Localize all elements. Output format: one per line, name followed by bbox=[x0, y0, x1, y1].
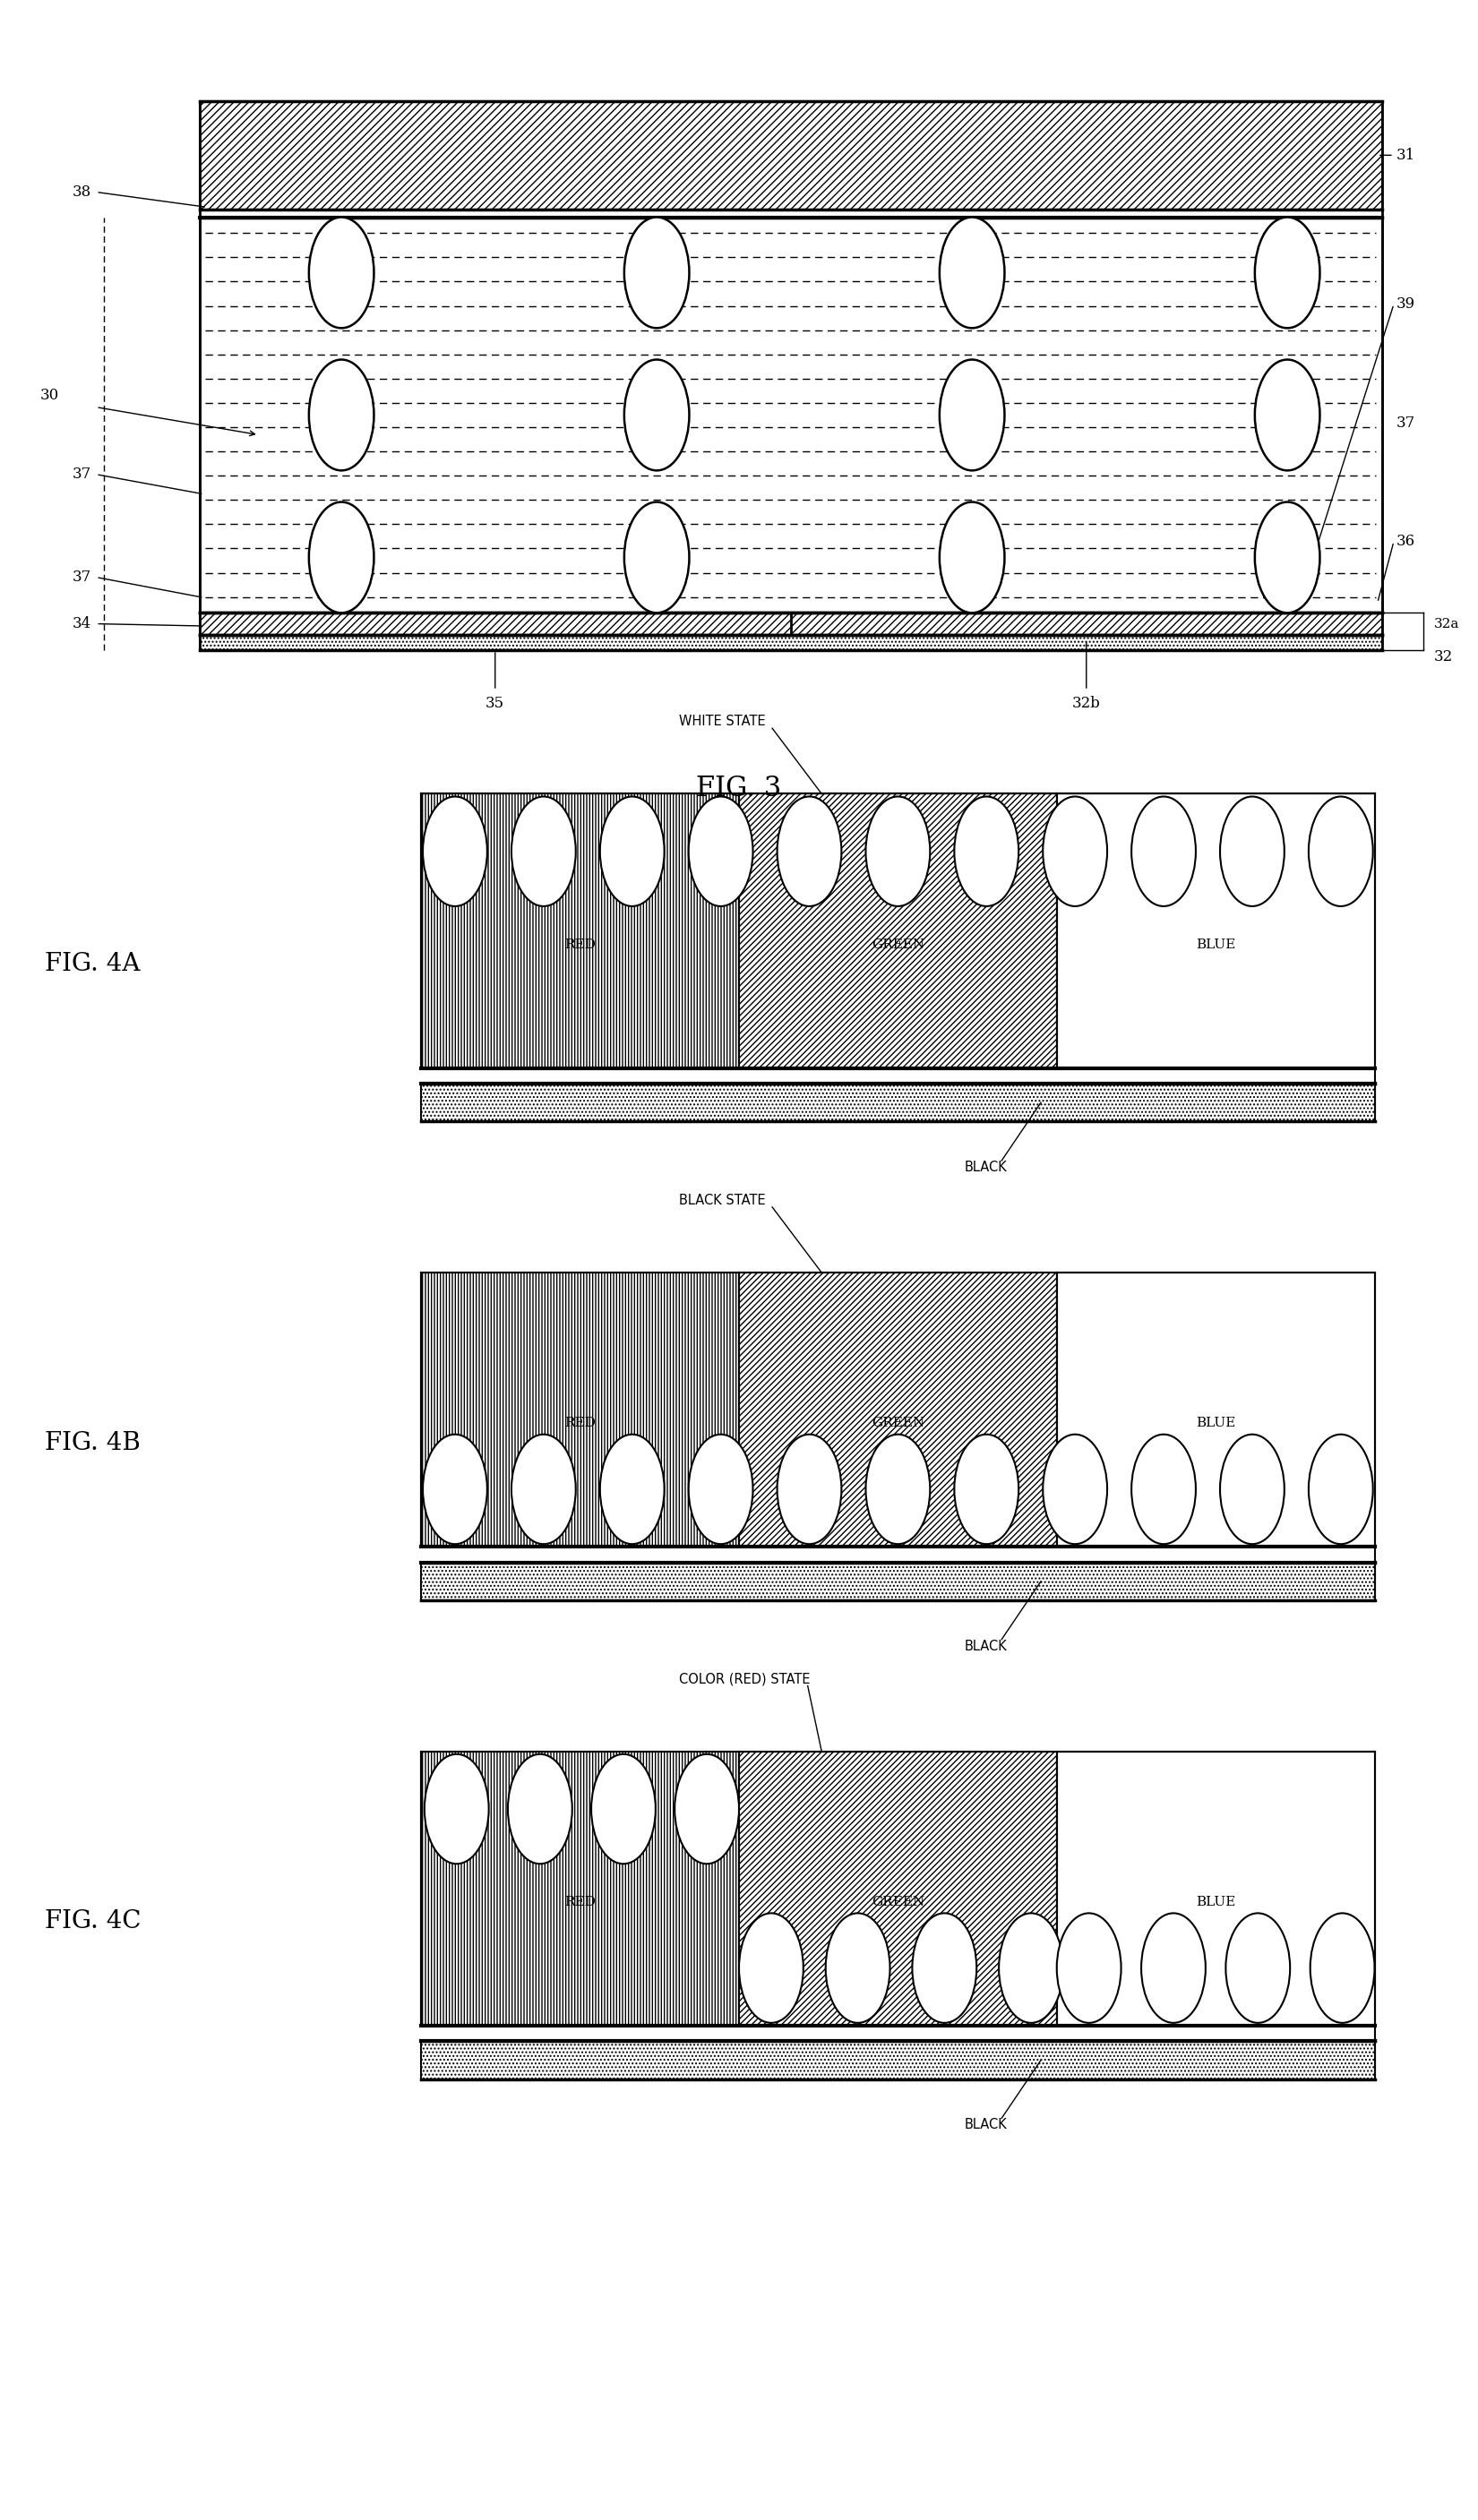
Text: 31: 31 bbox=[1397, 149, 1416, 164]
Circle shape bbox=[600, 1434, 664, 1545]
Circle shape bbox=[826, 1913, 890, 2024]
Circle shape bbox=[940, 501, 1005, 612]
Circle shape bbox=[940, 217, 1005, 328]
Bar bbox=[421, 1273, 739, 1547]
Circle shape bbox=[624, 501, 689, 612]
Text: 32b: 32b bbox=[1072, 696, 1101, 711]
Text: FIG. 4B: FIG. 4B bbox=[44, 1431, 140, 1454]
Text: RED: RED bbox=[565, 1416, 596, 1429]
Circle shape bbox=[1132, 796, 1196, 907]
Text: BLUE: BLUE bbox=[1196, 937, 1236, 950]
Text: BLACK STATE: BLACK STATE bbox=[678, 1194, 766, 1207]
Bar bbox=[421, 1084, 1375, 1121]
Bar bbox=[421, 2041, 1375, 2079]
Text: FIG. 3: FIG. 3 bbox=[696, 774, 782, 804]
Bar bbox=[421, 1751, 739, 2026]
Circle shape bbox=[309, 217, 374, 328]
Circle shape bbox=[955, 796, 1018, 907]
Circle shape bbox=[777, 1434, 841, 1545]
Circle shape bbox=[309, 501, 374, 612]
Circle shape bbox=[1141, 1913, 1206, 2024]
Text: WHITE STATE: WHITE STATE bbox=[678, 716, 766, 728]
Bar bbox=[739, 794, 1057, 1068]
Text: RED: RED bbox=[565, 1895, 596, 1908]
Bar bbox=[1057, 1273, 1375, 1547]
Circle shape bbox=[1308, 796, 1373, 907]
Circle shape bbox=[955, 1434, 1018, 1545]
Circle shape bbox=[999, 1913, 1063, 2024]
Text: 37: 37 bbox=[1397, 416, 1416, 431]
Circle shape bbox=[689, 796, 752, 907]
Circle shape bbox=[912, 1913, 977, 2024]
Bar bbox=[739, 1751, 1057, 2026]
Circle shape bbox=[1255, 360, 1320, 471]
Circle shape bbox=[423, 796, 488, 907]
Text: BLUE: BLUE bbox=[1196, 1895, 1236, 1908]
Circle shape bbox=[591, 1754, 656, 1865]
Text: GREEN: GREEN bbox=[872, 1895, 924, 1908]
Circle shape bbox=[600, 796, 664, 907]
Circle shape bbox=[1057, 1913, 1122, 2024]
Text: FIG. 4C: FIG. 4C bbox=[44, 1910, 140, 1933]
Text: COLOR (RED) STATE: COLOR (RED) STATE bbox=[678, 1673, 810, 1686]
Circle shape bbox=[1310, 1913, 1375, 2024]
Bar bbox=[200, 612, 1382, 635]
Circle shape bbox=[1132, 1434, 1196, 1545]
Bar bbox=[421, 794, 739, 1068]
Circle shape bbox=[1043, 796, 1107, 907]
Circle shape bbox=[866, 796, 930, 907]
Bar bbox=[739, 1273, 1057, 1547]
Circle shape bbox=[508, 1754, 572, 1865]
Circle shape bbox=[1219, 1434, 1284, 1545]
Circle shape bbox=[1043, 1434, 1107, 1545]
Bar bbox=[200, 101, 1382, 209]
Circle shape bbox=[624, 217, 689, 328]
Circle shape bbox=[1255, 217, 1320, 328]
Circle shape bbox=[1225, 1913, 1290, 2024]
Text: 37: 37 bbox=[72, 570, 92, 585]
Circle shape bbox=[674, 1754, 739, 1865]
Circle shape bbox=[624, 360, 689, 471]
Text: GREEN: GREEN bbox=[872, 937, 924, 950]
Text: FIG. 4A: FIG. 4A bbox=[44, 953, 140, 975]
Circle shape bbox=[511, 1434, 576, 1545]
Circle shape bbox=[1255, 501, 1320, 612]
Text: RED: RED bbox=[565, 937, 596, 950]
Bar bbox=[1057, 1751, 1375, 2026]
Text: 35: 35 bbox=[486, 696, 504, 711]
Circle shape bbox=[423, 1434, 488, 1545]
Circle shape bbox=[511, 796, 576, 907]
Text: 39: 39 bbox=[1397, 297, 1416, 312]
Text: BLACK: BLACK bbox=[965, 2119, 1008, 2132]
Bar bbox=[200, 217, 1382, 612]
Circle shape bbox=[1308, 1434, 1373, 1545]
Text: BLACK: BLACK bbox=[965, 1641, 1008, 1653]
Bar bbox=[1057, 794, 1375, 1068]
Circle shape bbox=[1219, 796, 1284, 907]
Text: 34: 34 bbox=[72, 617, 92, 633]
Circle shape bbox=[309, 360, 374, 471]
Text: 38: 38 bbox=[72, 184, 92, 199]
Circle shape bbox=[739, 1913, 804, 2024]
Bar bbox=[200, 635, 1382, 650]
Circle shape bbox=[424, 1754, 489, 1865]
Circle shape bbox=[866, 1434, 930, 1545]
Text: 30: 30 bbox=[40, 388, 59, 403]
Text: GREEN: GREEN bbox=[872, 1416, 924, 1429]
Text: BLACK: BLACK bbox=[965, 1162, 1008, 1174]
Bar bbox=[421, 1562, 1375, 1600]
Text: 32a: 32a bbox=[1434, 617, 1459, 630]
Text: 37: 37 bbox=[72, 466, 92, 481]
Circle shape bbox=[777, 796, 841, 907]
Text: 32: 32 bbox=[1434, 650, 1453, 665]
Circle shape bbox=[940, 360, 1005, 471]
Text: BLUE: BLUE bbox=[1196, 1416, 1236, 1429]
Text: 36: 36 bbox=[1397, 534, 1416, 549]
Circle shape bbox=[689, 1434, 752, 1545]
